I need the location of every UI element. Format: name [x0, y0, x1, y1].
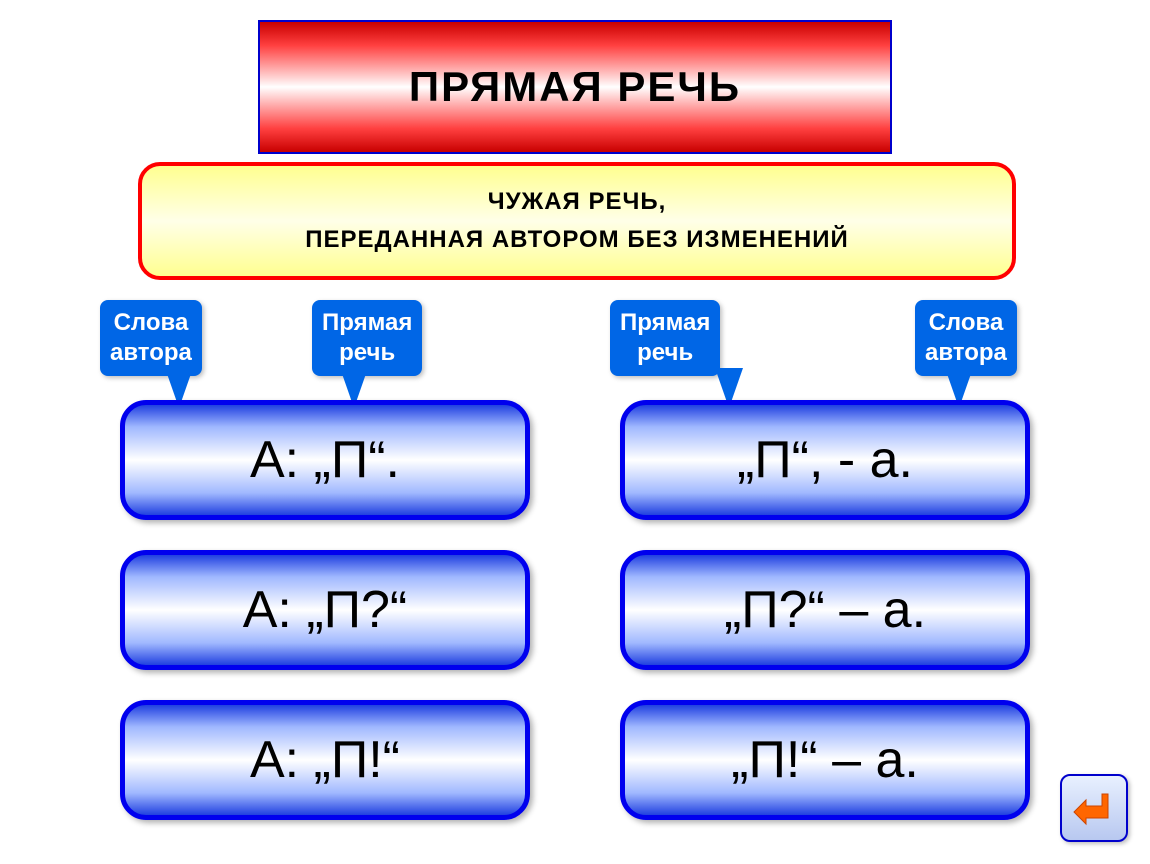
pattern-left-2-text: А: „П?“ [243, 580, 408, 640]
pattern-right-2: „П?“ – а. [620, 550, 1030, 670]
pattern-left-1: А: „П“. [120, 400, 530, 520]
label-words-author-right: Словаавтора [915, 300, 1017, 376]
return-arrow-icon [1072, 786, 1116, 830]
title-banner: ПРЯМАЯ РЕЧЬ [258, 20, 892, 154]
label-direct-speech-right: Прямаяречь [610, 300, 720, 376]
return-button[interactable] [1060, 774, 1128, 842]
pattern-right-1: „П“, - а. [620, 400, 1030, 520]
pattern-left-1-text: А: „П“. [250, 430, 400, 490]
title-text: ПРЯМАЯ РЕЧЬ [409, 63, 741, 111]
pattern-left-3: А: „П!“ [120, 700, 530, 820]
pattern-right-3: „П!“ – а. [620, 700, 1030, 820]
pattern-right-3-text: „П!“ – а. [731, 730, 919, 790]
label-direct-speech-left: Прямаяречь [312, 300, 422, 376]
pattern-left-2: А: „П?“ [120, 550, 530, 670]
pattern-right-1-text: „П“, - а. [737, 430, 913, 490]
subtitle-line1: ЧУЖАЯ РЕЧЬ, [488, 188, 667, 216]
label-words-author-left: Словаавтора [100, 300, 202, 376]
subtitle-panel: ЧУЖАЯ РЕЧЬ, ПЕРЕДАННАЯ АВТОРОМ БЕЗ ИЗМЕН… [138, 162, 1016, 280]
pattern-right-2-text: „П?“ – а. [724, 580, 926, 640]
pattern-left-3-text: А: „П!“ [250, 730, 400, 790]
subtitle-line2: ПЕРЕДАННАЯ АВТОРОМ БЕЗ ИЗМЕНЕНИЙ [305, 226, 849, 254]
